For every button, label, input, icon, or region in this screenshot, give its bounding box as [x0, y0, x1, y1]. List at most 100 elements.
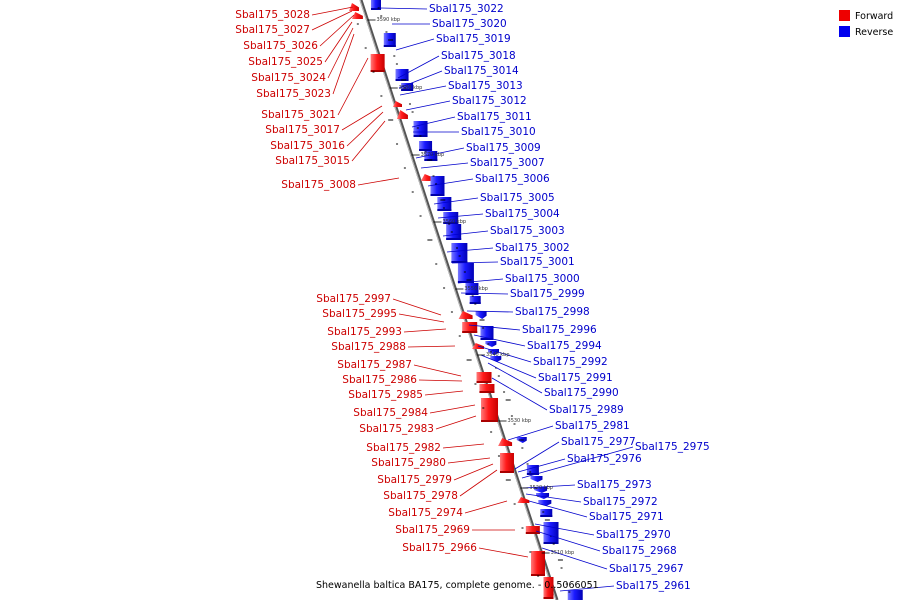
- gene-label-forward[interactable]: Sbal175_2982: [366, 442, 441, 454]
- gene-block[interactable]: [543, 577, 554, 599]
- gene-block[interactable]: [462, 322, 478, 333]
- gene-label-reverse[interactable]: Sbal175_2991: [538, 372, 613, 384]
- gene-label-forward[interactable]: Sbal175_2985: [348, 389, 423, 401]
- gene-label-reverse[interactable]: Sbal175_2992: [533, 356, 608, 368]
- gene-label-reverse[interactable]: Sbal175_2970: [596, 529, 671, 541]
- gene-block[interactable]: [469, 296, 481, 304]
- gene-arrow[interactable]: [490, 356, 502, 362]
- gene-label-forward[interactable]: Sbal175_2983: [359, 423, 434, 435]
- gene-label-reverse[interactable]: Sbal175_3019: [436, 33, 511, 45]
- gene-label-reverse[interactable]: Sbal175_3014: [444, 65, 519, 77]
- gene-arrow[interactable]: [348, 3, 359, 11]
- gene-arrow[interactable]: [536, 493, 550, 499]
- gene-block[interactable]: [430, 176, 445, 196]
- gene-label-forward[interactable]: Sbal175_3021: [261, 109, 336, 121]
- gene-block[interactable]: [443, 212, 459, 224]
- gene-label-forward[interactable]: Sbal175_3026: [243, 40, 318, 52]
- gene-label-reverse[interactable]: Sbal175_3020: [432, 18, 507, 30]
- gene-block[interactable]: [370, 54, 385, 72]
- gene-label-reverse[interactable]: Sbal175_2976: [567, 453, 642, 465]
- gene-arrow[interactable]: [534, 487, 548, 493]
- gene-label-forward[interactable]: Sbal175_2986: [342, 374, 417, 386]
- gene-label-reverse[interactable]: Sbal175_2989: [549, 404, 624, 416]
- gene-block[interactable]: [451, 243, 468, 263]
- gene-label-forward[interactable]: Sbal175_2995: [322, 308, 397, 320]
- gene-block[interactable]: [530, 551, 545, 576]
- gene-label-reverse[interactable]: Sbal175_2975: [635, 441, 710, 453]
- gene-label-forward[interactable]: Sbal175_2974: [388, 507, 463, 519]
- gene-block[interactable]: [540, 509, 553, 517]
- gene-label-reverse[interactable]: Sbal175_2967: [609, 563, 684, 575]
- gene-label-forward[interactable]: Sbal175_2997: [316, 293, 391, 305]
- gene-label-forward[interactable]: Sbal175_3017: [265, 124, 340, 136]
- gene-label-forward[interactable]: Sbal175_3008: [281, 179, 356, 191]
- gene-label-reverse[interactable]: Sbal175_2994: [527, 340, 602, 352]
- gene-label-reverse[interactable]: Sbal175_3011: [457, 111, 532, 123]
- gene-label-reverse[interactable]: Sbal175_3006: [475, 173, 550, 185]
- gene-arrow[interactable]: [538, 500, 552, 506]
- gene-label-forward[interactable]: Sbal175_3016: [270, 140, 345, 152]
- gene-block[interactable]: [401, 83, 414, 91]
- gene-arrow[interactable]: [475, 311, 487, 319]
- gene-label-forward[interactable]: Sbal175_3027: [235, 24, 310, 36]
- gene-label-forward[interactable]: Sbal175_3028: [235, 9, 310, 21]
- gene-label-forward[interactable]: Sbal175_2978: [383, 490, 458, 502]
- gene-label-reverse[interactable]: Sbal175_3005: [480, 192, 555, 204]
- gene-arrow[interactable]: [485, 341, 497, 347]
- gene-label-reverse[interactable]: Sbal175_3001: [500, 256, 575, 268]
- gene-label-forward[interactable]: Sbal175_3025: [248, 56, 323, 68]
- gene-block[interactable]: [526, 465, 539, 475]
- gene-label-reverse[interactable]: Sbal175_3000: [505, 273, 580, 285]
- gene-block[interactable]: [543, 522, 559, 544]
- gene-label-forward[interactable]: Sbal175_2966: [402, 542, 477, 554]
- gene-arrow[interactable]: [351, 12, 363, 19]
- gene-label-forward[interactable]: Sbal175_2979: [377, 474, 452, 486]
- gene-block[interactable]: [371, 0, 381, 10]
- gene-label-reverse[interactable]: Sbal175_3003: [490, 225, 565, 237]
- gene-label-reverse[interactable]: Sbal175_2971: [589, 511, 664, 523]
- gene-arrow[interactable]: [498, 438, 513, 446]
- gene-label-reverse[interactable]: Sbal175_3002: [495, 242, 570, 254]
- gene-label-forward[interactable]: Sbal175_3024: [251, 72, 326, 84]
- gene-arrow[interactable]: [458, 311, 473, 319]
- gene-arrow[interactable]: [530, 476, 543, 482]
- gene-label-reverse[interactable]: Sbal175_3010: [461, 126, 536, 138]
- gene-arrow[interactable]: [396, 110, 408, 119]
- gene-label-forward[interactable]: Sbal175_2980: [371, 457, 446, 469]
- gene-label-forward[interactable]: Sbal175_3015: [275, 155, 350, 167]
- gene-block[interactable]: [567, 590, 583, 600]
- gene-label-forward[interactable]: Sbal175_2987: [337, 359, 412, 371]
- gene-label-reverse[interactable]: Sbal175_2999: [510, 288, 585, 300]
- gene-label-reverse[interactable]: Sbal175_3009: [466, 142, 541, 154]
- gene-label-reverse[interactable]: Sbal175_2973: [577, 479, 652, 491]
- gene-label-forward[interactable]: Sbal175_2993: [327, 326, 402, 338]
- gene-arrow[interactable]: [488, 349, 500, 355]
- gene-label-reverse[interactable]: Sbal175_3013: [448, 80, 523, 92]
- gene-label-reverse[interactable]: Sbal175_2972: [583, 496, 658, 508]
- gene-label-forward[interactable]: Sbal175_2984: [353, 407, 428, 419]
- gene-block[interactable]: [437, 197, 452, 211]
- gene-label-reverse[interactable]: Sbal175_2998: [515, 306, 590, 318]
- gene-block[interactable]: [499, 453, 514, 473]
- gene-block[interactable]: [480, 326, 494, 340]
- gene-block[interactable]: [525, 526, 540, 534]
- gene-label-reverse[interactable]: Sbal175_3007: [470, 157, 545, 169]
- gene-label-reverse[interactable]: Sbal175_2961: [616, 580, 691, 592]
- gene-block[interactable]: [413, 121, 428, 137]
- gene-block[interactable]: [465, 283, 479, 295]
- gene-label-reverse[interactable]: Sbal175_2981: [555, 420, 630, 432]
- gene-label-reverse[interactable]: Sbal175_2990: [544, 387, 619, 399]
- gene-label-forward[interactable]: Sbal175_3023: [256, 88, 331, 100]
- gene-block[interactable]: [424, 151, 438, 161]
- gene-label-reverse[interactable]: Sbal175_3004: [485, 208, 560, 220]
- gene-block[interactable]: [446, 224, 462, 240]
- gene-label-forward[interactable]: Sbal175_2988: [331, 341, 406, 353]
- gene-label-forward[interactable]: Sbal175_2969: [395, 524, 470, 536]
- gene-label-reverse[interactable]: Sbal175_3012: [452, 95, 527, 107]
- gene-block[interactable]: [476, 372, 492, 383]
- gene-arrow[interactable]: [517, 497, 530, 503]
- gene-label-reverse[interactable]: Sbal175_2968: [602, 545, 677, 557]
- gene-block[interactable]: [419, 141, 433, 151]
- gene-label-reverse[interactable]: Sbal175_2996: [522, 324, 597, 336]
- gene-label-reverse[interactable]: Sbal175_3022: [429, 3, 504, 15]
